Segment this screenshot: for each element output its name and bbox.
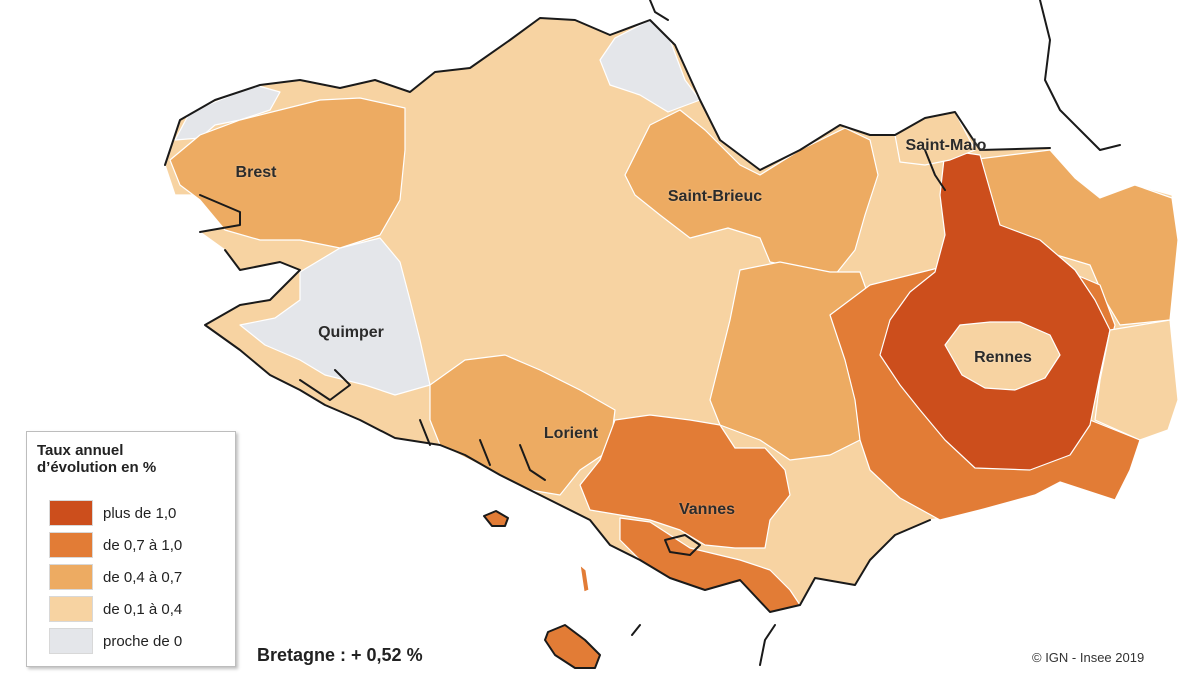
zone-tregor [599, 19, 701, 113]
legend-title: Taux annuel d’évolution en % [37, 442, 227, 476]
city-label-brest: Brest [235, 164, 277, 181]
legend-label: de 0,1 à 0,4 [103, 600, 183, 618]
legend-label: de 0,4 à 0,7 [103, 568, 183, 586]
zone-vannes [579, 414, 791, 549]
region-summary: Bretagne : + 0,52 % [257, 645, 423, 665]
zone-brest [169, 97, 406, 249]
legend-row: de 0,7 à 1,0 [49, 531, 182, 559]
zone-vitre [1094, 319, 1179, 441]
island-groix [483, 510, 509, 527]
legend-row: de 0,1 à 0,4 [49, 595, 182, 623]
map-legend: Taux annuel d’évolution en % plus de 1,0… [26, 431, 236, 667]
zone-quimper [239, 237, 431, 396]
legend-label: proche de 0 [103, 632, 183, 650]
legend-swatch [49, 628, 93, 654]
legend-swatch [49, 564, 93, 590]
island-houat [579, 564, 590, 593]
city-label-saint-malo: Saint-Malo [905, 137, 987, 154]
zone-saint-brieuc [624, 109, 879, 276]
city-label-quimper: Quimper [318, 324, 384, 341]
copyright-credit: © IGN - Insee 2019 [1032, 650, 1145, 665]
zone-rennes-centre [944, 321, 1061, 391]
legend-row: plus de 1,0 [49, 499, 176, 527]
legend-title-line-2: d’évolution en % [37, 459, 157, 476]
legend-label: de 0,7 à 1,0 [103, 536, 183, 554]
legend-swatch [49, 532, 93, 558]
city-label-lorient: Lorient [543, 425, 599, 442]
legend-swatch [49, 500, 93, 526]
map-zones [164, 17, 1179, 669]
city-label-rennes: Rennes [974, 349, 1032, 366]
city-label-vannes: Vannes [678, 501, 736, 518]
legend-row: proche de 0 [49, 627, 182, 655]
zone-rennes-metropole [879, 149, 1111, 471]
coastline [164, 0, 1121, 669]
legend-title-line-1: Taux annuel [37, 442, 124, 459]
legend-row: de 0,4 à 0,7 [49, 563, 182, 591]
legend-label: plus de 1,0 [103, 504, 177, 522]
city-label-saint-brieuc: Saint-Brieuc [667, 188, 763, 205]
legend-swatch [49, 596, 93, 622]
